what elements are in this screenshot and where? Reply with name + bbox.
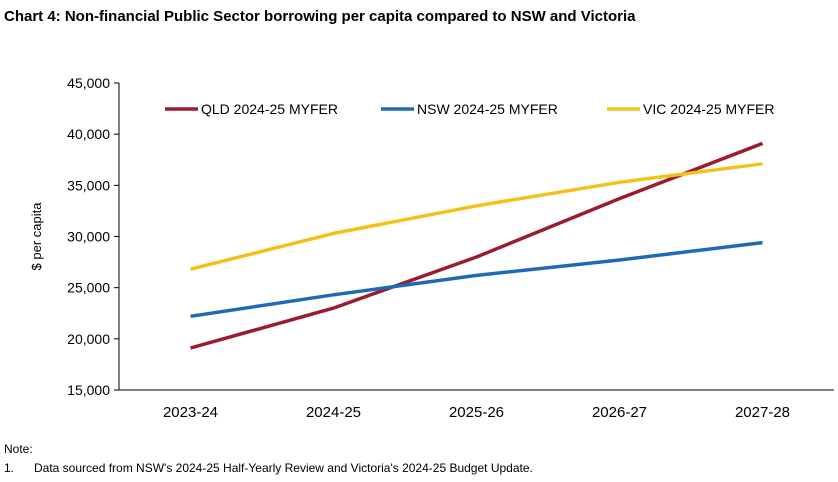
- y-tick-label: 30,000: [67, 229, 110, 245]
- x-axis-ticks: 2023-24 2024-25 2025-26 2026-27 2027-28: [163, 404, 790, 421]
- note-item: 1. Data sourced from NSW's 2024-25 Half-Y…: [4, 461, 533, 475]
- legend-label-vic: VIC 2024-25 MYFER: [643, 101, 775, 117]
- y-tick-label: 15,000: [67, 382, 110, 398]
- x-tick-label: 2027-28: [735, 404, 790, 421]
- y-tick-label: 25,000: [67, 280, 110, 296]
- y-tick-label: 40,000: [67, 126, 110, 142]
- legend-label-qld: QLD 2024-25 MYFER: [201, 101, 338, 117]
- series-line-nsw: [190, 240, 763, 319]
- x-tick-label: 2024-25: [306, 404, 361, 421]
- x-tick-label: 2023-24: [163, 404, 218, 421]
- y-axis-ticks: 15,000 20,000 25,000 30,000 35,000 40,000 45,0…: [67, 75, 119, 398]
- line-chart: 15,000 20,000 25,000 30,000 35,000 40,000 45,0…: [29, 75, 834, 421]
- chart-legend: QLD 2024-25 MYFER NSW 2024-25 MYFER VIC 20…: [165, 101, 775, 117]
- y-axis-label: $ per capita: [29, 202, 44, 271]
- y-tick-label: 35,000: [67, 177, 110, 193]
- y-tick-label: 45,000: [67, 75, 110, 91]
- chart-axes: [118, 83, 834, 391]
- note-number: 1.: [4, 461, 15, 475]
- x-tick-label: 2026-27: [592, 404, 647, 421]
- chart-title: Chart 4: Non-financial Public Sector bor…: [4, 8, 636, 25]
- chart-series: [190, 141, 764, 350]
- legend-label-nsw: NSW 2024-25 MYFER: [417, 101, 558, 117]
- series-line-vic: [190, 162, 763, 271]
- note-text: Data sourced from NSW's 2024-25 Half-Yea…: [34, 461, 533, 475]
- note-label: Note:: [4, 442, 33, 456]
- series-line-qld: [190, 141, 764, 350]
- y-tick-label: 20,000: [67, 331, 110, 347]
- x-tick-label: 2025-26: [449, 404, 504, 421]
